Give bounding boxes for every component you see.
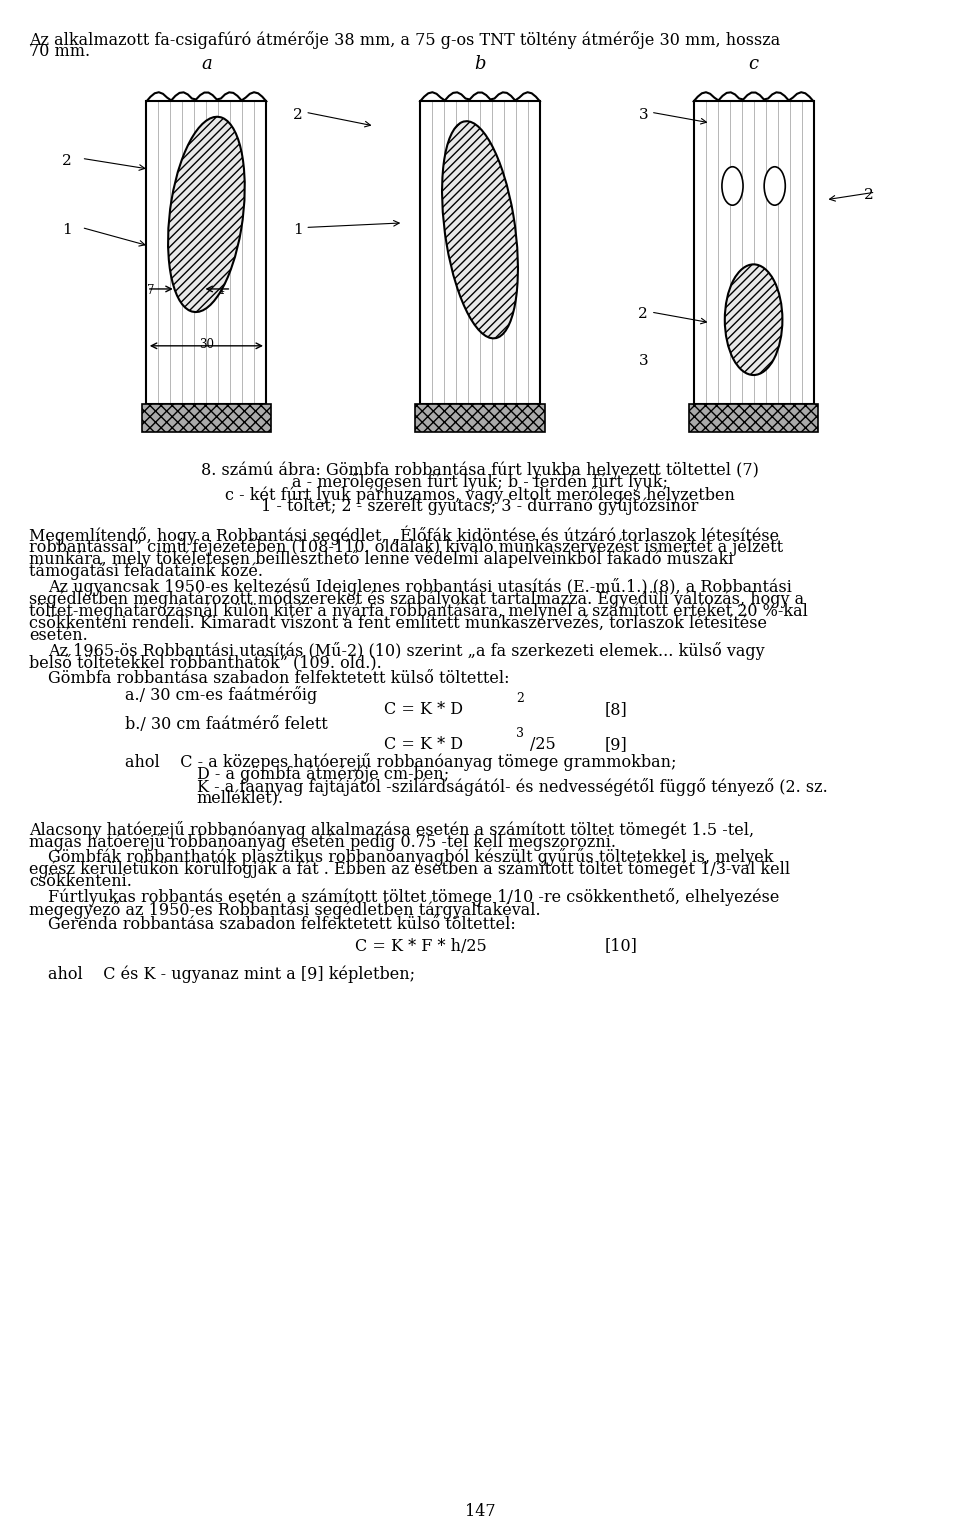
Text: Fúrtlyukas robbantás esetén a számított töltet tömege 1/10 -re csökkenthető, elh: Fúrtlyukas robbantás esetén a számított … [48,888,780,907]
Text: /25: /25 [530,736,556,753]
Text: 30: 30 [199,338,214,350]
Text: [8]: [8] [605,701,628,718]
Text: 1: 1 [293,223,302,237]
Text: c: c [749,55,758,74]
Text: Az ugyancsak 1950-es keltezésű Ideiglenes robbantási utasítás (E.-mű.1.) (8), a : Az ugyancsak 1950-es keltezésű Ideiglene… [48,578,792,596]
Text: C = K * D: C = K * D [384,736,463,753]
Text: Gerenda robbantása szabadon felfektetett külső töltettel:: Gerenda robbantása szabadon felfektetett… [48,916,516,933]
Text: Gömbfa robbantása szabadon felfektetett külső töltettel:: Gömbfa robbantása szabadon felfektetett … [48,670,510,687]
Text: 2: 2 [293,108,302,121]
Text: [10]: [10] [605,938,637,954]
Text: K - a faanyag fajtájától -szilárdságától- és nedvességétől függő tényező (2. sz.: K - a faanyag fajtájától -szilárdságától… [197,778,828,796]
Bar [38,49,922,438]
Text: melléklet).: melléklet). [197,790,284,807]
Text: 3: 3 [516,727,524,739]
Text: a./ 30 cm-es faátmérőig: a./ 30 cm-es faátmérőig [125,686,317,704]
Bar [415,404,544,432]
Text: ahol    C és K - ugyanaz mint a [9] képletben;: ahol C és K - ugyanaz mint a [9] képletb… [48,965,415,982]
Text: Az 1965-ös Robbantási utasítás (Mű-2) (10) szerint „a fa szerkezeti elemek... kü: Az 1965-ös Robbantási utasítás (Mű-2) (1… [48,642,764,661]
Text: esetén.: esetén. [29,627,87,644]
Text: belső töltetekkel robbanthatók” (109. old.).: belső töltetekkel robbanthatók” (109. ol… [29,655,381,672]
Text: a: a [201,55,212,74]
Text: Alacsony hatóerejű robbanóanyag alkalmazása esetén a számított töltet tömegét 1.: Alacsony hatóerejű robbanóanyag alkalmaz… [29,821,754,839]
Ellipse shape [168,117,245,312]
Text: magas hatóerejű robbanóanyag esetén pedig 0.75 -tel kell megszorozni.: magas hatóerejű robbanóanyag esetén pedi… [29,833,615,851]
Text: 1 - töltet; 2 - szerelt gyutacs; 3 - durranó gyújtózsinór: 1 - töltet; 2 - szerelt gyutacs; 3 - dur… [261,498,699,515]
Text: csökkenteni rendeli. Kimaradt viszont a fent említett munkaszervezés, torlaszok : csökkenteni rendeli. Kimaradt viszont a … [29,615,767,632]
Text: 1: 1 [62,223,72,237]
Text: munkára, mely tökéletesen beilleszthető lenne védelmi alapelveinkből fakadó műsz: munkára, mely tökéletesen beilleszthető … [29,550,733,569]
Text: b./ 30 cm faátmérő felett: b./ 30 cm faátmérő felett [125,716,327,733]
Text: egész kerületükön körülfogják a fát . Ebben az esetben a számított töltet tömegé: egész kerületükön körülfogják a fát . Eb… [29,861,790,878]
Text: 2: 2 [62,154,72,168]
Text: 3: 3 [638,354,648,367]
Text: megegyező az 1950-es Robbantási segédletben tárgyaltakéval.: megegyező az 1950-es Robbantási segédlet… [29,901,540,919]
Text: b: b [474,55,486,74]
Bar [693,101,814,404]
Text: 147: 147 [465,1503,495,1520]
Text: segédletben meghatározott módszereket és szabályokat tartalmazza. Egyedüli válto: segédletben meghatározott módszereket és… [29,590,804,607]
Text: 2: 2 [638,307,648,321]
Text: töltet-meghatározásnál külön kitér a nyárfa robbantására, melynél a számított ér: töltet-meghatározásnál külön kitér a nyá… [29,603,807,619]
Ellipse shape [442,121,518,338]
Text: C = K * D: C = K * D [384,701,463,718]
Text: a - merőlegesen fúrt lyuk; b - ferdén fúrt lyuk;: a - merőlegesen fúrt lyuk; b - ferdén fú… [292,473,668,492]
Ellipse shape [722,166,743,206]
Text: ahol    C - a közepes hatóerejű robbanóanyag tömege grammokban;: ahol C - a közepes hatóerejű robbanóanya… [125,753,676,772]
Text: 2: 2 [516,692,524,704]
Bar [420,101,540,404]
Text: 3: 3 [638,108,648,121]
Text: csökkenteni.: csökkenteni. [29,873,132,890]
Text: [9]: [9] [605,736,628,753]
Text: 14: 14 [210,284,226,297]
Bar [146,101,266,404]
Text: 7: 7 [147,284,155,297]
Bar [689,404,818,432]
Bar [142,404,271,432]
Ellipse shape [764,166,785,206]
Text: c - két fúrt lyuk párhuzamos, vagy eltolt merőleges helyzetben: c - két fúrt lyuk párhuzamos, vagy eltol… [225,486,735,504]
Text: 70 mm.: 70 mm. [29,43,90,60]
Text: támogatási feladataink közé.: támogatási feladataink közé. [29,563,263,579]
Ellipse shape [725,264,782,375]
Text: Az alkalmazott fa-csigafúró átmérője 38 mm, a 75 g-os TNT töltény átmérője 30 mm: Az alkalmazott fa-csigafúró átmérője 38 … [29,31,780,49]
Text: robbantással” című fejezetében (108-110. oldalak) kiváló munkaszervezést ismerte: robbantással” című fejezetében (108-110.… [29,538,783,556]
Text: Gömbfák robbanthatók plasztikus robbanóanyagból készült gyűrűs töltetekkel is, m: Gömbfák robbanthatók plasztikus robbanóa… [48,848,774,867]
Text: 8. számú ábra: Gömbfa robbantása fúrt lyukba helyezett töltettel (7): 8. számú ábra: Gömbfa robbantása fúrt ly… [201,461,759,478]
Text: C = K * F * h/25: C = K * F * h/25 [355,938,487,954]
Text: 2: 2 [864,188,874,201]
Text: Megemlítendő, hogy a Robbantási segédlet, „Élőfák kidöntése és útzáró torlaszok : Megemlítendő, hogy a Robbantási segédlet… [29,526,779,546]
Text: D - a gömbfa átmérője cm-ben;: D - a gömbfa átmérője cm-ben; [197,765,449,784]
